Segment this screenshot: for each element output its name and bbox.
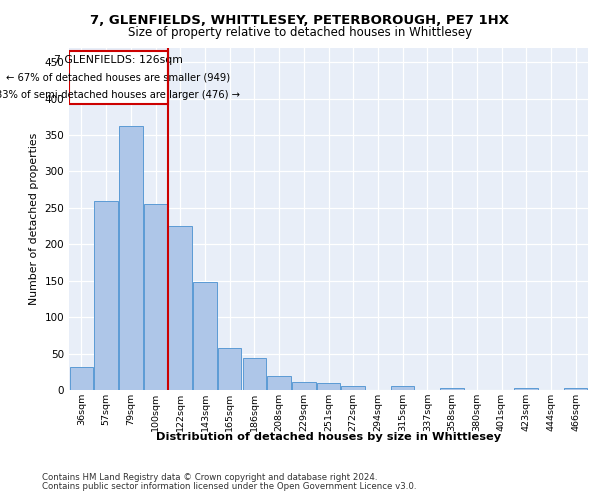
- Text: Contains public sector information licensed under the Open Government Licence v3: Contains public sector information licen…: [42, 482, 416, 491]
- Text: Contains HM Land Registry data © Crown copyright and database right 2024.: Contains HM Land Registry data © Crown c…: [42, 472, 377, 482]
- Bar: [218, 348, 241, 390]
- Bar: [514, 388, 538, 390]
- Text: 33% of semi-detached houses are larger (476) →: 33% of semi-detached houses are larger (…: [0, 90, 241, 100]
- Bar: [268, 376, 291, 390]
- Bar: [564, 388, 587, 390]
- Text: 7, GLENFIELDS, WHITTLESEY, PETERBOROUGH, PE7 1HX: 7, GLENFIELDS, WHITTLESEY, PETERBOROUGH,…: [91, 14, 509, 27]
- Bar: [391, 386, 415, 390]
- Bar: [119, 126, 143, 390]
- Bar: [292, 382, 316, 390]
- Text: Distribution of detached houses by size in Whittlesey: Distribution of detached houses by size …: [156, 432, 502, 442]
- Text: ← 67% of detached houses are smaller (949): ← 67% of detached houses are smaller (94…: [7, 72, 230, 83]
- Text: Size of property relative to detached houses in Whittlesey: Size of property relative to detached ho…: [128, 26, 472, 39]
- Bar: [94, 200, 118, 390]
- Bar: [193, 282, 217, 390]
- Bar: [144, 204, 167, 390]
- Text: 7 GLENFIELDS: 126sqm: 7 GLENFIELDS: 126sqm: [54, 55, 183, 65]
- Bar: [317, 384, 340, 390]
- Y-axis label: Number of detached properties: Number of detached properties: [29, 132, 39, 305]
- Bar: [70, 366, 93, 390]
- Bar: [341, 386, 365, 390]
- Bar: [440, 388, 464, 390]
- Bar: [242, 358, 266, 390]
- Bar: [169, 226, 192, 390]
- Bar: [69, 51, 168, 104]
